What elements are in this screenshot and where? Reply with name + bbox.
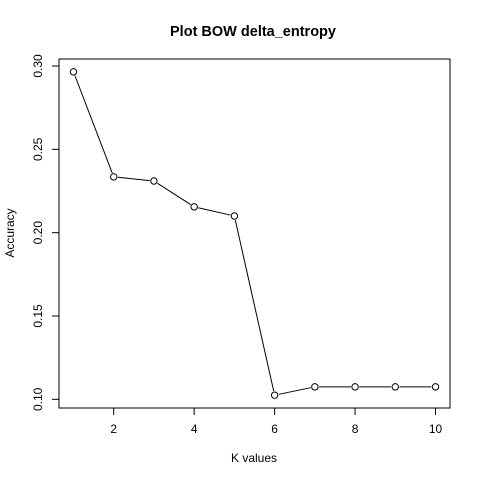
x-tick-label: 2 — [110, 422, 117, 436]
y-tick-label: 0.15 — [31, 304, 45, 328]
series-line-segment — [198, 207, 231, 216]
data-point — [391, 383, 399, 391]
y-tick-label: 0.25 — [31, 137, 45, 161]
x-tick-label: 10 — [429, 422, 443, 436]
y-tick-label: 0.10 — [31, 387, 45, 411]
y-tick-label: 0.30 — [31, 54, 45, 78]
x-axis: 2 4 6 8 10 — [110, 407, 443, 436]
series-line-segment — [117, 176, 150, 182]
chart-title: Plot BOW delta_entropy — [170, 24, 336, 40]
data-point — [150, 177, 158, 185]
data-point — [270, 391, 279, 399]
x-tick-label: 6 — [271, 422, 278, 436]
y-axis: 0.10 0.15 0.20 0.25 0.30 — [31, 54, 60, 411]
data-point — [351, 383, 359, 391]
data-point — [190, 203, 198, 211]
data-point — [230, 212, 239, 220]
series — [69, 68, 440, 399]
x-tick-label: 8 — [352, 422, 359, 436]
series-line-segment — [234, 219, 275, 392]
series-line-segment — [157, 182, 191, 205]
series-line-segment — [74, 75, 113, 174]
data-point — [110, 173, 118, 181]
x-axis-label: K values — [231, 451, 277, 465]
series-line-segment — [278, 387, 311, 395]
y-tick-label: 0.20 — [31, 221, 45, 245]
y-axis-label: Accuracy — [3, 208, 17, 257]
x-tick-label: 4 — [191, 422, 198, 436]
data-point — [431, 383, 440, 391]
data-point — [311, 383, 319, 391]
plot-frame — [58, 58, 451, 409]
data-point — [69, 68, 78, 76]
